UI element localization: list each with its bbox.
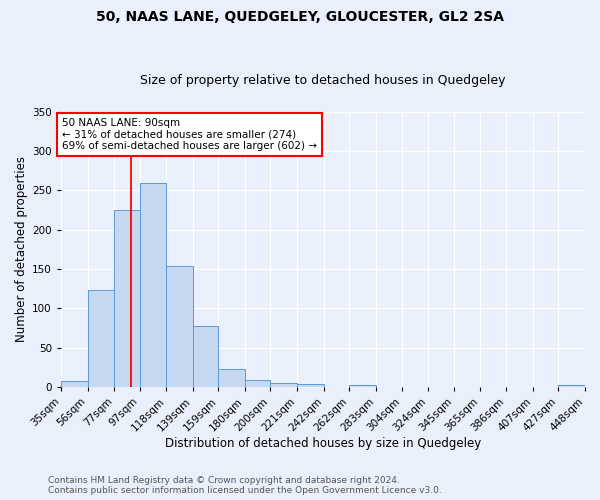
Text: Contains HM Land Registry data © Crown copyright and database right 2024.
Contai: Contains HM Land Registry data © Crown c…	[48, 476, 442, 495]
Bar	[88, 290, 114, 387]
Bar	[297, 384, 323, 387]
Bar	[114, 210, 140, 387]
Bar	[193, 326, 218, 387]
Y-axis label: Number of detached properties: Number of detached properties	[15, 156, 28, 342]
X-axis label: Distribution of detached houses by size in Quedgeley: Distribution of detached houses by size …	[165, 437, 481, 450]
Bar	[140, 182, 166, 387]
Bar	[271, 383, 297, 387]
Bar	[61, 382, 88, 387]
Text: 50, NAAS LANE, QUEDGELEY, GLOUCESTER, GL2 2SA: 50, NAAS LANE, QUEDGELEY, GLOUCESTER, GL…	[96, 10, 504, 24]
Bar	[166, 266, 193, 387]
Bar	[245, 380, 271, 387]
Bar	[349, 384, 376, 387]
Bar	[218, 369, 245, 387]
Bar	[559, 384, 585, 387]
Text: 50 NAAS LANE: 90sqm
← 31% of detached houses are smaller (274)
69% of semi-detac: 50 NAAS LANE: 90sqm ← 31% of detached ho…	[62, 118, 317, 152]
Title: Size of property relative to detached houses in Quedgeley: Size of property relative to detached ho…	[140, 74, 506, 87]
